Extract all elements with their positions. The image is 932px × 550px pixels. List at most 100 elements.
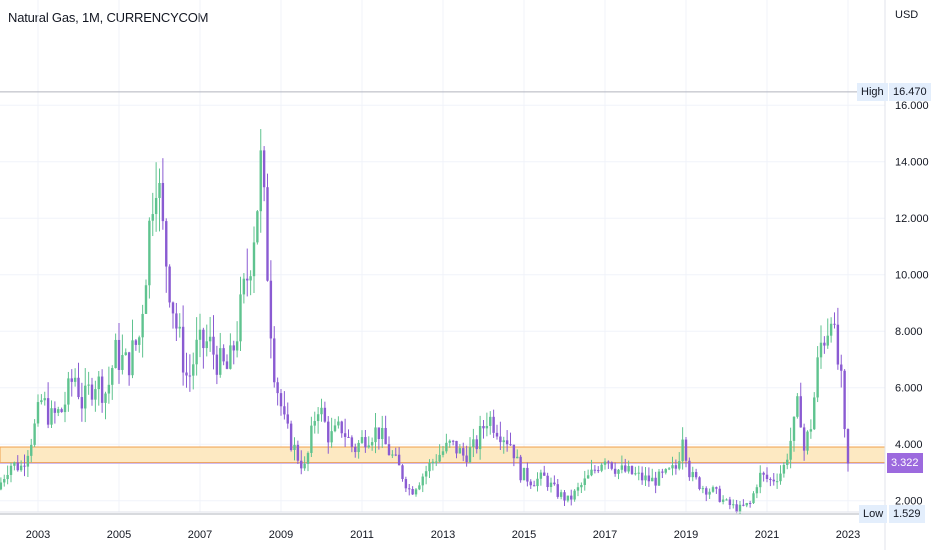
candle-up xyxy=(391,454,394,456)
candle-up xyxy=(33,423,36,445)
candle-down xyxy=(323,407,327,422)
candle-down xyxy=(289,423,293,450)
candle-up xyxy=(536,478,539,487)
last-price-value: 3.322 xyxy=(891,457,919,470)
candle-down xyxy=(343,433,347,437)
candle-up xyxy=(87,384,90,386)
candle-up xyxy=(725,499,728,501)
candle-down xyxy=(563,492,566,501)
candle-down xyxy=(640,472,644,481)
candle-down xyxy=(556,484,559,497)
candle-up xyxy=(0,482,3,490)
candle-down xyxy=(654,477,657,486)
last-price-tag: 3.322 xyxy=(887,453,923,474)
candle-up xyxy=(583,478,586,485)
candle-up xyxy=(97,376,100,390)
candle-down xyxy=(387,444,391,456)
candle-up xyxy=(421,476,424,486)
candle-down xyxy=(300,460,303,469)
candle-up xyxy=(73,377,77,382)
candle-up xyxy=(235,341,239,351)
price-tick-label: 4.000 xyxy=(895,439,923,451)
candle-down xyxy=(610,462,613,469)
candle-down xyxy=(222,348,225,362)
low-label: Low xyxy=(863,508,884,520)
candle-up xyxy=(458,448,462,454)
candle-down xyxy=(532,485,536,487)
candle-up xyxy=(50,408,53,425)
candle-up xyxy=(293,444,296,450)
candle-up xyxy=(779,473,782,482)
candle-down xyxy=(77,377,80,398)
candle-down xyxy=(698,477,701,490)
candle-up xyxy=(63,404,67,413)
candle-down xyxy=(80,397,84,409)
candle-down xyxy=(455,440,458,454)
candles xyxy=(0,129,850,514)
candle-down xyxy=(705,488,708,495)
candle-down xyxy=(735,504,738,512)
candle-up xyxy=(256,211,259,243)
candle-up xyxy=(337,421,340,426)
candle-down xyxy=(505,440,509,445)
candle-down xyxy=(408,488,411,490)
candle-down xyxy=(495,432,499,437)
candle-down xyxy=(70,378,73,382)
candle-down xyxy=(661,471,664,473)
candle-up xyxy=(124,352,127,356)
candle-down xyxy=(296,444,300,461)
candle-down xyxy=(364,437,367,448)
candle-down xyxy=(23,465,26,467)
candle-up xyxy=(138,337,141,345)
candle-up xyxy=(502,440,505,443)
candle-up xyxy=(306,452,310,464)
candle-down xyxy=(161,182,165,222)
high-label: High xyxy=(861,85,884,98)
candle-down xyxy=(279,393,283,407)
high-value-tag: 16.470 xyxy=(889,82,931,101)
high-value: 16.470 xyxy=(893,85,927,98)
candle-down xyxy=(593,469,597,471)
candle-up xyxy=(441,451,445,455)
candle-down xyxy=(394,454,397,456)
candle-down xyxy=(597,470,600,472)
candle-up xyxy=(158,182,161,198)
low-marker: Low xyxy=(859,505,888,523)
price-tick-label: 16.000 xyxy=(895,100,929,112)
candle-down xyxy=(327,421,330,443)
candle-up xyxy=(559,492,563,497)
candle-up xyxy=(809,429,813,432)
candle-down xyxy=(509,444,512,446)
candle-down xyxy=(384,427,387,445)
candle-up xyxy=(9,465,13,475)
candle-up xyxy=(94,389,97,400)
price-tick-label: 6.000 xyxy=(895,383,923,395)
time-tick-label: 2017 xyxy=(593,529,617,541)
time-tick-label: 2007 xyxy=(188,529,212,541)
price-tick-label: 10.000 xyxy=(895,270,929,282)
candle-down xyxy=(451,440,455,442)
time-tick-label: 2015 xyxy=(512,529,536,541)
candle-up xyxy=(678,461,681,469)
candle-up xyxy=(26,455,30,467)
candle-up xyxy=(360,437,364,443)
price-tick-label: 2.000 xyxy=(895,496,923,508)
candle-down xyxy=(246,278,249,281)
candle-up xyxy=(30,444,33,456)
candle-up xyxy=(829,323,833,336)
candle-down xyxy=(53,408,57,413)
candle-down xyxy=(90,384,94,400)
candle-down xyxy=(354,446,357,453)
candle-up xyxy=(603,461,607,465)
candle-up xyxy=(816,357,819,398)
candle-down xyxy=(799,396,802,428)
candle-down xyxy=(276,382,279,394)
candle-up xyxy=(414,489,418,495)
candle-up xyxy=(357,442,360,453)
candle-down xyxy=(462,448,465,456)
candle-down xyxy=(225,361,229,369)
candle-up xyxy=(580,484,583,488)
candle-down xyxy=(846,429,850,464)
candle-up xyxy=(320,407,323,415)
